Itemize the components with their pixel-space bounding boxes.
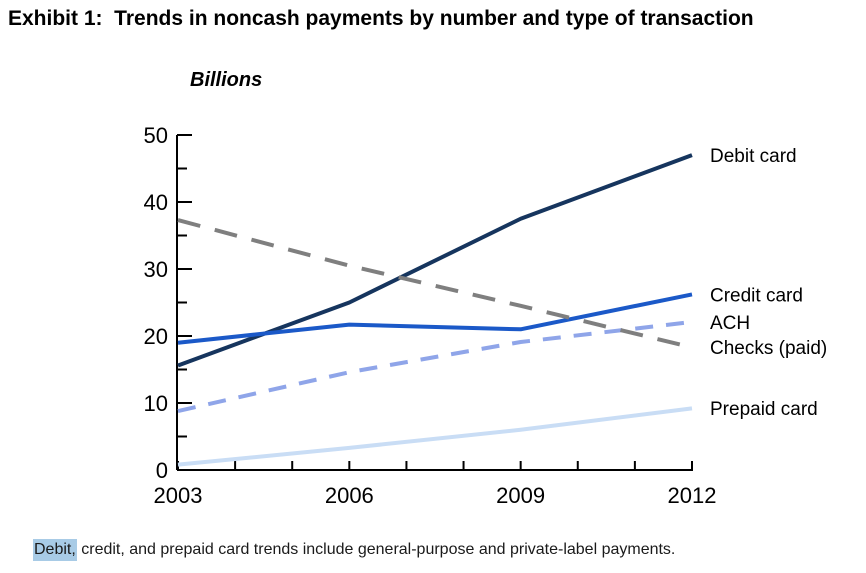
series-line-checks-paid [177, 218, 693, 350]
series-lines [177, 153, 693, 467]
footnote: Debit, credit, and prepaid card trends i… [33, 539, 676, 561]
x-tick-label: 2009 [496, 483, 545, 508]
x-axis-tick-labels: 2003 2006 2009 2012 [154, 483, 717, 508]
series-label-debit-card: Debit card [710, 146, 797, 167]
y-tick-label: 50 [144, 123, 168, 148]
y-tick-label: 30 [144, 257, 168, 282]
footnote-highlighted-text: Debit, [33, 539, 77, 561]
y-axis-title: Billions [190, 69, 262, 91]
x-axis-ticks [177, 461, 693, 470]
y-tick-label: 20 [144, 324, 168, 349]
series-labels: Debit card Credit card ACH Checks (paid) Pre… [710, 146, 827, 420]
x-tick-label: 2003 [154, 483, 203, 508]
series-label-ach: ACH [710, 313, 750, 334]
y-tick-label: 0 [156, 458, 168, 483]
series-label-checks-paid: Checks (paid) [710, 338, 827, 359]
x-tick-label: 2006 [325, 483, 374, 508]
series-label-prepaid-card: Prepaid card [710, 399, 818, 420]
y-tick-label: 40 [144, 190, 168, 215]
series-line-ach [177, 319, 693, 413]
y-axis-tick-labels: 0 10 20 30 40 50 [144, 123, 168, 483]
series-line-prepaid-card [177, 406, 693, 467]
x-tick-label: 2012 [668, 483, 717, 508]
y-tick-label: 10 [144, 391, 168, 416]
exhibit-title: Exhibit 1: Trends in noncash payments by… [8, 7, 754, 30]
y-axis-ticks [177, 134, 192, 471]
footnote-text: credit, and prepaid card trends include … [76, 541, 676, 558]
series-line-credit-card [177, 292, 693, 345]
series-label-credit-card: Credit card [710, 285, 803, 306]
